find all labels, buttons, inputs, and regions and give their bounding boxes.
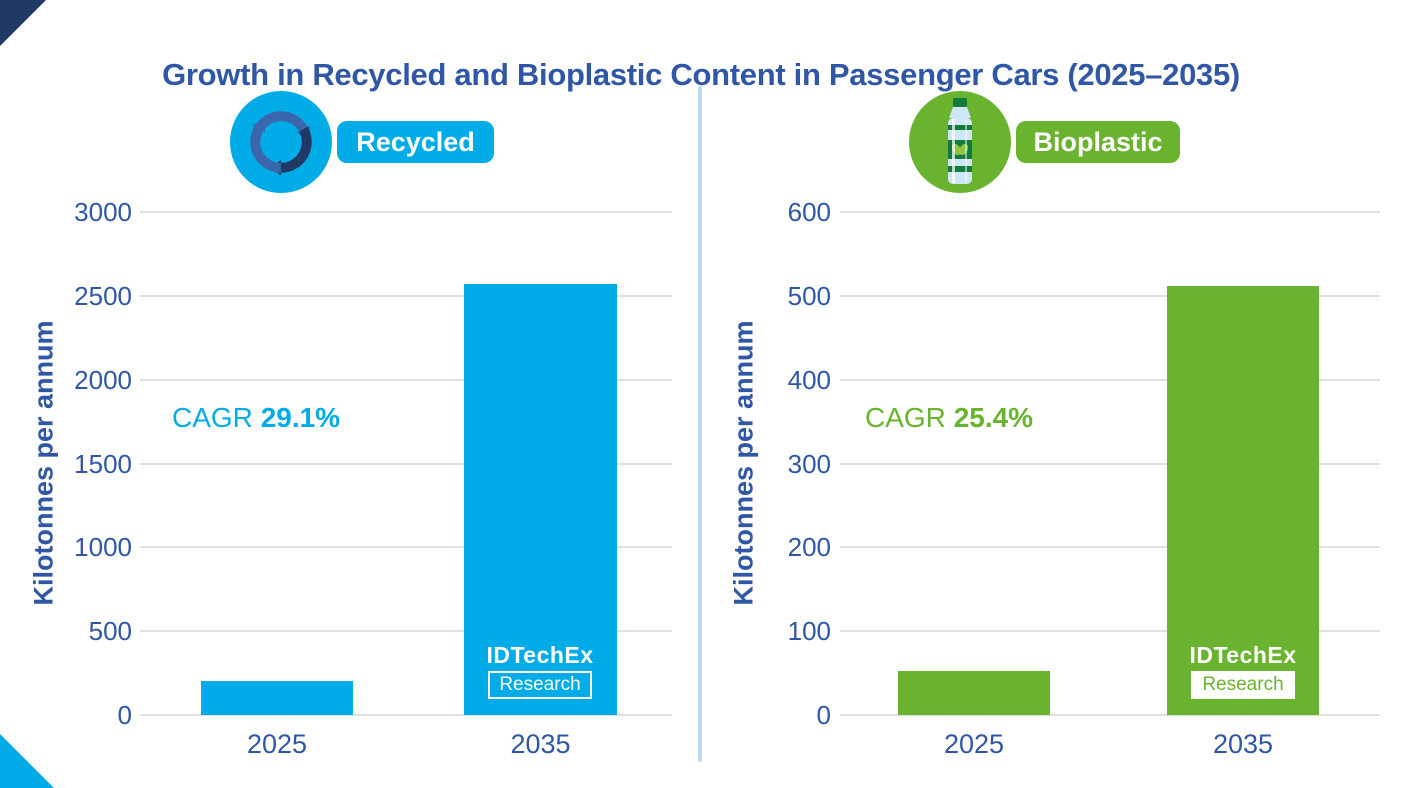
gridline-400 bbox=[840, 378, 1380, 381]
idtechex-logo-recycled: IDTechEx Research bbox=[460, 643, 620, 699]
corner-triangle-top-left-decoration bbox=[0, 0, 46, 46]
gridline-1500 bbox=[140, 462, 672, 465]
idtechex-logo-line1: IDTechEx bbox=[486, 642, 594, 668]
y-tick-100: 100 bbox=[787, 616, 831, 647]
y-tick-500: 500 bbox=[88, 616, 132, 647]
page-title: Growth in Recycled and Bioplastic Conten… bbox=[162, 56, 1240, 92]
corner-triangle-bottom-left-decoration bbox=[0, 734, 54, 788]
y-tick-1000: 1000 bbox=[74, 532, 132, 563]
gridline-100 bbox=[840, 630, 1380, 633]
y-tick-500: 500 bbox=[787, 280, 831, 311]
cagr-value-recycled: 29.1% bbox=[260, 402, 341, 433]
idtechex-logo-bioplastic: IDTechEx Research bbox=[1163, 643, 1323, 699]
gridline-1000 bbox=[140, 546, 672, 549]
x-label-2035: 2035 bbox=[1212, 729, 1274, 759]
x-label-2025: 2025 bbox=[246, 729, 308, 759]
series-label-recycled: Recycled bbox=[337, 121, 494, 163]
idtechex-logo-line2: Research bbox=[488, 671, 592, 699]
y-tick-300: 300 bbox=[787, 448, 831, 479]
gridline-200 bbox=[840, 546, 1380, 549]
series-label-bioplastic: Bioplastic bbox=[1016, 121, 1180, 163]
bar-2025 bbox=[898, 670, 1050, 715]
idtechex-logo-line1: IDTechEx bbox=[1189, 642, 1297, 668]
gridline-500 bbox=[140, 630, 672, 633]
series-label-bioplastic-text: Bioplastic bbox=[1033, 126, 1163, 157]
y-tick-2000: 2000 bbox=[74, 364, 132, 395]
idtechex-logo-line2: Research bbox=[1191, 671, 1295, 699]
gridline-2500 bbox=[140, 294, 672, 297]
cagr-annotation-recycled: CAGR 29.1% bbox=[172, 402, 340, 434]
bar-2025 bbox=[201, 681, 353, 715]
gridline-2000 bbox=[140, 378, 672, 381]
cagr-prefix-recycled: CAGR bbox=[172, 402, 253, 433]
cagr-annotation-bioplastic: CAGR 25.4% bbox=[865, 402, 1033, 434]
cagr-prefix-bioplastic: CAGR bbox=[865, 402, 946, 433]
gridline-0 bbox=[140, 714, 672, 716]
recycle-arrows-glyph bbox=[250, 111, 312, 176]
gridline-3000 bbox=[140, 211, 672, 213]
y-tick-2500: 2500 bbox=[74, 280, 132, 311]
bar-2035 bbox=[1167, 285, 1319, 715]
gridline-300 bbox=[840, 462, 1380, 465]
bar-2035 bbox=[464, 284, 617, 715]
bottle-icon bbox=[909, 91, 1011, 193]
y-tick-3000: 3000 bbox=[74, 197, 132, 227]
bottle-glyph bbox=[948, 98, 972, 184]
y-tick-0: 0 bbox=[816, 700, 831, 730]
x-label-2025: 2025 bbox=[943, 729, 1005, 759]
x-label-2035: 2035 bbox=[510, 729, 571, 759]
cagr-value-bioplastic: 25.4% bbox=[953, 402, 1034, 433]
series-label-recycled-text: Recycled bbox=[356, 126, 475, 157]
y-tick-200: 200 bbox=[787, 532, 831, 563]
gridline-0 bbox=[840, 714, 1380, 716]
y-tick-0: 0 bbox=[117, 700, 132, 730]
y-tick-1500: 1500 bbox=[74, 448, 132, 479]
recycle-icon bbox=[230, 91, 332, 193]
panel-divider bbox=[698, 86, 702, 762]
gridline-500 bbox=[840, 294, 1380, 297]
y-tick-400: 400 bbox=[787, 364, 831, 395]
y-tick-600: 600 bbox=[787, 197, 831, 227]
gridline-600 bbox=[840, 211, 1380, 213]
